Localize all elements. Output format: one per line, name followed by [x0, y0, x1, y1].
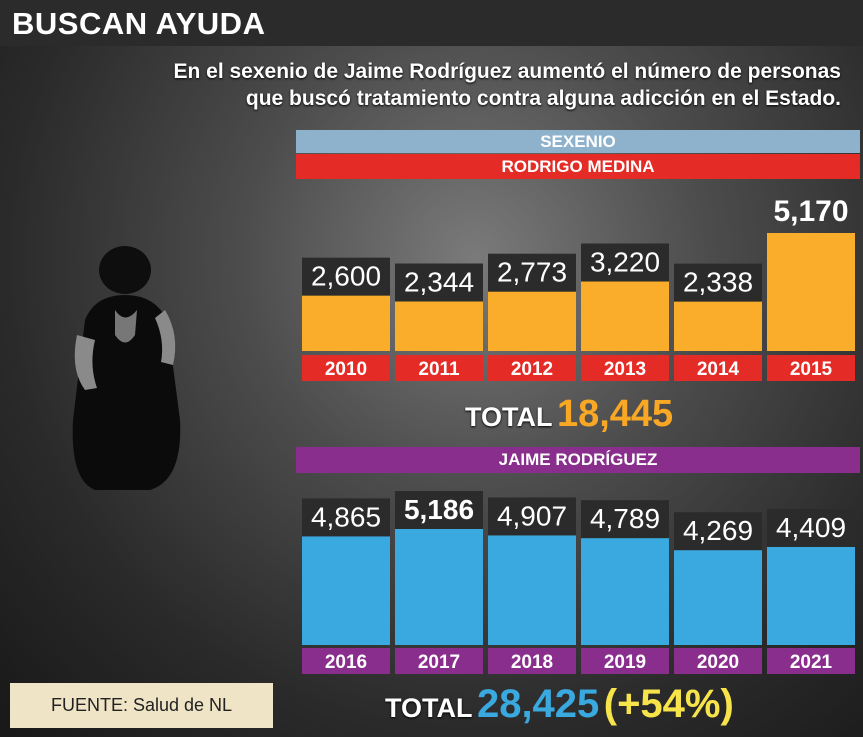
value-box-2017 — [395, 491, 483, 529]
year-label-2016: 2016 — [325, 652, 367, 673]
year-box-2012 — [488, 355, 576, 381]
year-label-2012: 2012 — [511, 359, 553, 380]
rodriguez-band: JAIME RODRÍGUEZ — [296, 447, 860, 473]
value-label-2011: 2,344 — [404, 267, 474, 298]
year-box-2015 — [767, 355, 855, 381]
page-title: BUSCAN AYUDA — [12, 6, 266, 41]
bar-2013 — [581, 277, 669, 351]
value-box-2012 — [488, 253, 576, 292]
year-box-2021 — [767, 648, 855, 674]
value-box-2018 — [488, 497, 576, 536]
year-box-2018 — [488, 648, 576, 674]
bar-2019 — [581, 534, 669, 645]
year-label-2010: 2010 — [325, 359, 367, 380]
year-label-2021: 2021 — [790, 652, 833, 673]
sexenio-band: SEXENIO — [296, 130, 860, 153]
bar-2012 — [488, 287, 576, 351]
year-box-2016 — [302, 648, 390, 674]
total-label: TOTAL — [465, 402, 553, 432]
year-label-2014: 2014 — [697, 359, 740, 380]
value-label-2012: 2,773 — [497, 257, 567, 288]
year-label-2013: 2013 — [604, 359, 646, 380]
rodriguez-total-value: 28,425 — [476, 682, 600, 726]
value-box-2010 — [302, 257, 390, 296]
year-label-2017: 2017 — [418, 652, 460, 673]
medina-band: RODRIGO MEDINA — [296, 154, 860, 179]
increase-percentage: (+54%) — [603, 682, 734, 726]
bar-2011 — [395, 297, 483, 351]
value-label-2010: 2,600 — [311, 261, 381, 292]
year-box-2010 — [302, 355, 390, 381]
person-silhouette-icon — [72, 246, 181, 490]
year-label-2018: 2018 — [511, 652, 553, 673]
medina-total: TOTAL 18,445 — [465, 393, 673, 436]
year-box-2017 — [395, 648, 483, 674]
value-label-2014: 2,338 — [683, 267, 753, 298]
year-box-2019 — [581, 648, 669, 674]
year-label-2020: 2020 — [697, 652, 739, 673]
year-box-2014 — [674, 355, 762, 381]
header-bar — [0, 0, 863, 46]
year-box-2011 — [395, 355, 483, 381]
source-note: FUENTE: Salud de NL — [10, 683, 273, 728]
year-label-2019: 2019 — [604, 652, 646, 673]
value-box-2020 — [674, 512, 762, 551]
value-label-2020: 4,269 — [683, 515, 753, 546]
bar-2016 — [302, 532, 390, 645]
value-label-2016: 4,865 — [311, 501, 381, 532]
value-label-2021: 4,409 — [776, 512, 846, 543]
medina-total-value: 18,445 — [556, 393, 674, 435]
rodriguez-total: TOTAL 28,425 (+54%) — [385, 682, 734, 727]
value-box-2021 — [767, 508, 855, 547]
bar-2014 — [674, 297, 762, 351]
bar-2010 — [302, 291, 390, 351]
year-label-2015: 2015 — [790, 359, 833, 380]
bar-2021 — [767, 542, 855, 645]
value-box-2013 — [581, 243, 669, 282]
value-label-2013: 3,220 — [590, 247, 660, 278]
bar-2018 — [488, 531, 576, 645]
value-label-2018: 4,907 — [497, 500, 567, 531]
value-label-2017: 5,186 — [404, 494, 474, 525]
bar-2015 — [767, 233, 855, 351]
year-label-2011: 2011 — [418, 359, 460, 380]
page-subtitle: En el sexenio de Jaime Rodríguez aumentó… — [173, 60, 841, 110]
year-box-2020 — [674, 648, 762, 674]
bar-2017 — [395, 525, 483, 645]
year-box-2013 — [581, 355, 669, 381]
value-label-2019: 4,789 — [590, 503, 660, 534]
value-box-2014 — [674, 263, 762, 302]
value-box-2016 — [302, 498, 390, 537]
value-box-2019 — [581, 500, 669, 539]
total-label: TOTAL — [385, 693, 473, 723]
value-box-2011 — [395, 263, 483, 302]
bar-2020 — [674, 546, 762, 645]
value-label-2015: 5,170 — [773, 195, 848, 228]
